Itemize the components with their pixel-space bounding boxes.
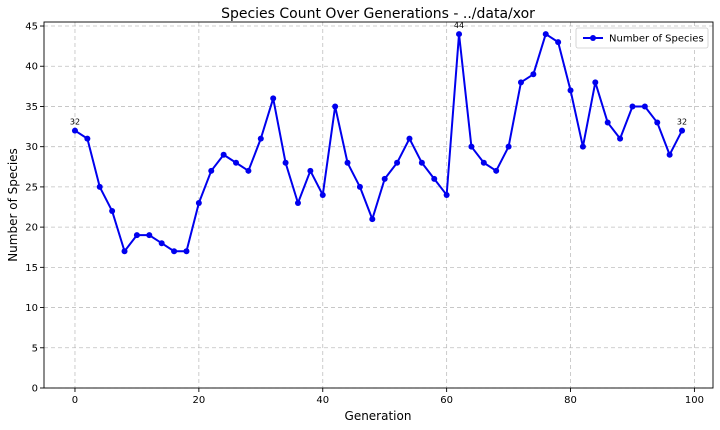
- data-point: [282, 159, 289, 166]
- y-tick-label: 35: [25, 102, 38, 113]
- data-point: [369, 216, 376, 223]
- data-point: [394, 159, 401, 166]
- data-point: [245, 167, 252, 174]
- data-point: [493, 167, 500, 174]
- y-tick-label: 10: [25, 303, 38, 314]
- plot-frame: [43, 21, 714, 389]
- y-tick-label: 20: [25, 223, 38, 234]
- data-point: [431, 175, 438, 182]
- legend-box: [575, 27, 709, 49]
- data-point: [456, 31, 463, 38]
- data-point: [666, 151, 673, 158]
- legend-marker-swatch: [590, 35, 596, 41]
- legend-label: Number of Species: [609, 34, 704, 45]
- data-label: 32: [677, 118, 687, 127]
- y-tick-label: 45: [25, 22, 38, 33]
- data-point: [220, 151, 227, 158]
- data-point: [146, 232, 153, 239]
- y-tick-label: 25: [25, 182, 38, 193]
- x-axis-label: Generation: [345, 409, 412, 423]
- y-tick-label: 0: [32, 384, 38, 395]
- data-point: [208, 167, 215, 174]
- x-tick-label: 100: [685, 395, 704, 406]
- data-point: [654, 119, 661, 126]
- grid: [44, 22, 713, 389]
- y-tick-label: 15: [25, 263, 38, 274]
- data-point: [96, 183, 103, 190]
- data-point: [406, 135, 413, 142]
- data-point: [84, 135, 91, 142]
- data-point: [629, 103, 636, 110]
- data-point: [356, 183, 363, 190]
- data-point: [443, 191, 450, 198]
- data-point: [133, 232, 140, 239]
- data-point: [344, 159, 351, 166]
- data-point: [480, 159, 487, 166]
- data-point: [505, 143, 512, 150]
- data-point: [530, 71, 537, 78]
- data-label: 44: [454, 21, 464, 30]
- data-point: [592, 79, 599, 86]
- data-point: [542, 31, 549, 38]
- data-point: [679, 127, 686, 134]
- annotations: 32 44 32: [70, 21, 687, 127]
- x-tick-label: 20: [192, 395, 205, 406]
- data-point: [641, 103, 648, 110]
- x-tick-label: 0: [72, 395, 78, 406]
- data-point: [171, 248, 178, 255]
- y-tick-label: 40: [25, 62, 38, 73]
- data-label: 32: [70, 118, 80, 127]
- data-point: [294, 199, 301, 206]
- data-point: [158, 240, 165, 247]
- data-point: [121, 248, 128, 255]
- legend: Number of Species: [575, 27, 709, 49]
- y-axis-label: Number of Species: [6, 148, 20, 262]
- data-point: [567, 87, 574, 94]
- x-tick-label: 80: [564, 395, 577, 406]
- x-tick-label: 40: [316, 395, 329, 406]
- y-tick-label: 5: [32, 343, 38, 354]
- data-point: [183, 248, 190, 255]
- data-point: [109, 208, 116, 215]
- data-point: [517, 79, 524, 86]
- axis-ticks: 0 20 40 60 80 100 0 5 10 15 20 25 30 35 40 45: [25, 22, 704, 406]
- series-layer: [71, 31, 686, 255]
- data-point: [319, 191, 326, 198]
- data-point: [418, 159, 425, 166]
- data-point: [579, 143, 586, 150]
- data-point: [381, 175, 388, 182]
- data-point: [468, 143, 475, 150]
- data-point: [332, 103, 339, 110]
- data-point: [604, 119, 611, 126]
- data-point: [195, 199, 202, 206]
- data-point: [555, 39, 562, 46]
- y-tick-label: 30: [25, 142, 38, 153]
- data-point: [257, 135, 264, 142]
- x-tick-label: 60: [440, 395, 453, 406]
- data-point: [307, 167, 314, 174]
- data-point: [270, 95, 277, 102]
- series-line: [74, 33, 683, 253]
- data-point: [71, 127, 78, 134]
- chart-title: Species Count Over Generations - ../data…: [221, 6, 535, 22]
- data-point: [233, 159, 240, 166]
- data-point: [617, 135, 624, 142]
